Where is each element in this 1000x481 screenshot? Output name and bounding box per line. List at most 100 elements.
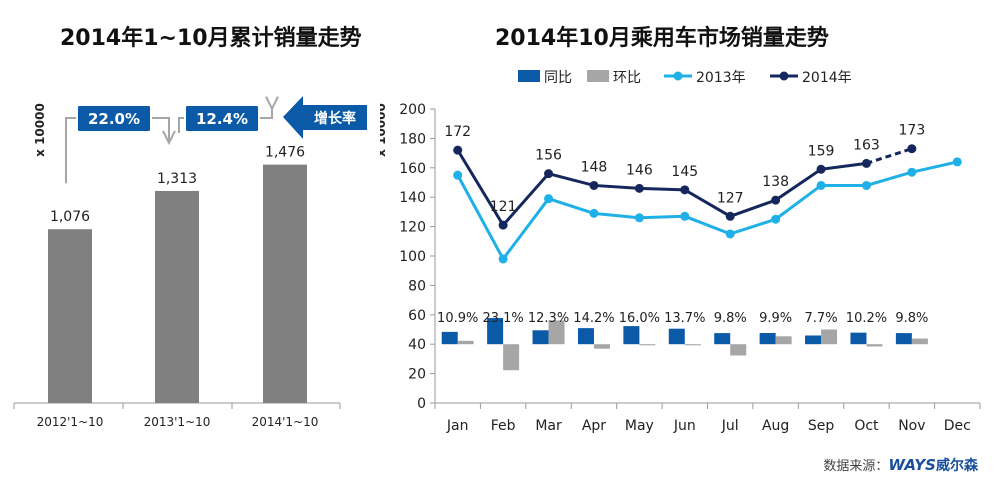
month-label: Jul [721,418,739,434]
series-2014-point [861,158,871,168]
series-2013-point [680,211,690,221]
yoy-bar [714,333,731,345]
series-2013-point [453,170,463,180]
legend-2014-marker [779,71,789,81]
series-2013-point [816,180,826,190]
yoy-bar [668,328,685,345]
yoy-value-label: 14.2% [573,311,614,326]
series-2014-value-label: 163 [853,137,880,153]
mom-bar [821,329,838,345]
yoy-bar [623,326,640,345]
mom-bar [730,344,747,356]
monthly-sales-chart: x 10000 0 20 40 60 80 100 120 140 160 180 200 Jan Feb… [380,70,981,434]
cumulative-bar [155,190,199,403]
left-chart-title: 2014年1~10月累计销量走势 [60,26,362,51]
month-label: Aug [762,418,789,434]
legend-mom-label: 环比 [613,70,641,86]
month-label: Mar [535,418,562,434]
legend-2013-label: 2013年 [696,70,746,86]
series-2014-line [456,149,867,228]
legend-yoy-label: 同比 [544,70,572,86]
yoy-bar [805,335,822,345]
series-2014-value-label: 145 [671,164,698,180]
month-label: Jun [673,418,696,434]
series-2014-value-label: 138 [762,174,789,190]
growth-arrowhead [162,130,176,146]
series-2013-point [589,208,599,218]
left-category-label: 2014'1~10 [252,415,319,429]
growth-rate-label: 12.4% [196,110,248,128]
series-2013-point [544,194,554,204]
mom-bar [593,344,610,349]
left-y-unit: x 10000 [33,103,47,157]
cumulative-value-label: 1,476 [265,145,305,161]
yoy-value-label: 16.0% [619,311,660,326]
yoy-bar [850,332,867,345]
yoy-value-label: 10.2% [846,311,887,326]
growth-arrowhead [265,96,279,111]
growth-rate-box [76,104,152,133]
series-2014-forecast-line [865,147,913,165]
legend-mom-swatch [587,70,609,82]
right-y-tick-label: 20 [408,367,426,383]
series-2014-value-label: 173 [899,123,926,139]
series-2014-point [589,180,599,190]
yoy-value-label: 9.9% [759,311,792,326]
legend-yoy-swatch [518,70,540,82]
yoy-value-label: 23.1% [482,311,523,326]
mom-bar [457,340,474,345]
yoy-value-label: 9.8% [714,311,747,326]
month-label: Sep [808,418,835,434]
source-label: 数据来源： [823,459,889,474]
series-2014-point [680,185,690,195]
series-2014-value-label: 156 [535,148,562,164]
month-label: Jan [446,418,469,434]
series-2014-value-label: 146 [626,162,653,178]
yoy-bar [759,332,776,345]
mom-bar [775,336,792,345]
mom-bar [684,344,701,346]
brand-name: 威尔森 [936,458,978,474]
yoy-value-label: 7.7% [805,311,838,326]
right-y-tick-label: 200 [399,102,426,118]
right-chart-title: 2014年10月乘用车市场销量走势 [495,26,829,51]
brand-logo: WAYS [888,456,936,474]
series-2013-line [456,160,958,262]
month-label: Dec [944,418,971,434]
growth-arrow-banner [283,96,367,139]
series-2014-value-label: 172 [444,124,471,140]
series-2014-point [725,211,735,221]
series-2013-point [952,157,962,167]
right-y-unit: x 10000 [380,103,388,157]
cumulative-bar [263,164,307,403]
right-y-tick-label: 80 [408,278,426,294]
yoy-bar [895,333,912,345]
series-2013-point [861,180,871,190]
month-label: Nov [898,418,925,434]
series-2014-point [634,183,644,193]
yoy-bar [441,331,458,345]
series-2014-point [498,220,508,230]
yoy-bar [532,330,549,345]
series-2014-point [907,144,917,154]
cumulative-bar [48,229,92,403]
cumulative-value-label: 1,313 [157,171,197,187]
growth-rate-label: 22.0% [88,110,140,128]
month-label: May [625,418,654,434]
series-2014-point [453,145,463,155]
right-y-tick-label: 160 [399,161,426,177]
month-label: Oct [854,418,879,434]
mom-bar [639,344,656,346]
legend-2014-label: 2014年 [802,70,852,86]
series-2013-point [725,229,735,239]
series-2014-value-label: 148 [581,159,608,175]
yoy-value-label: 9.8% [895,311,928,326]
series-2014-point [771,195,781,205]
growth-banner-label: 增长率 [314,110,356,127]
cumulative-value-label: 1,076 [50,209,90,225]
right-y-tick-label: 60 [408,308,426,324]
mom-bar [548,320,565,345]
growth-rate-box [184,104,260,133]
yoy-bar [487,318,504,345]
yoy-bar [577,328,594,345]
